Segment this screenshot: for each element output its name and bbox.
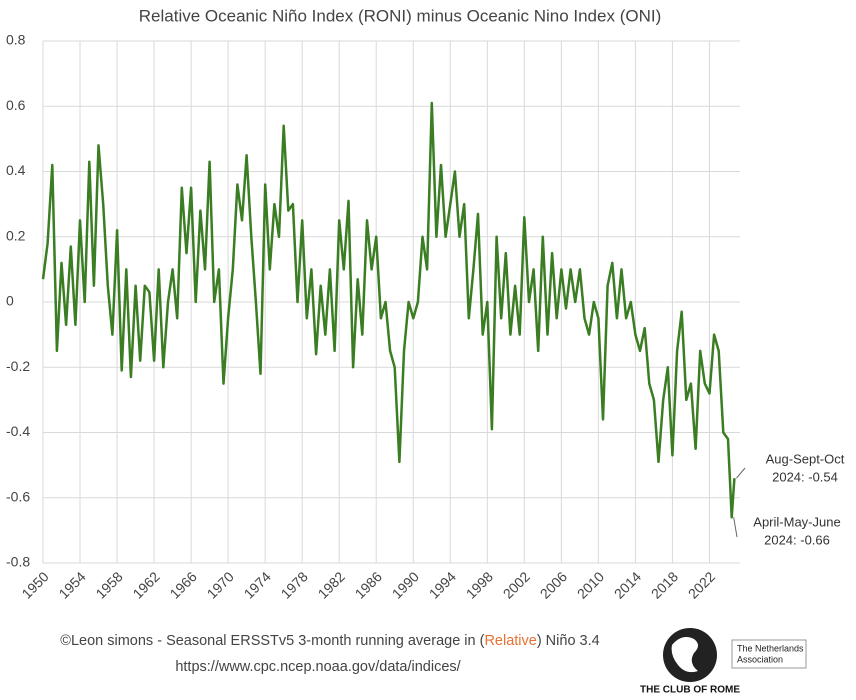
logo-chapter: The Netherlands (737, 643, 804, 653)
y-tick-label: 0.8 (6, 32, 26, 48)
logo-box (731, 639, 807, 669)
logo-chapter: Association (737, 654, 783, 664)
y-tick-label: 0.4 (6, 162, 26, 178)
x-tick-label: 1954 (55, 568, 88, 601)
x-tick-label: 2018 (648, 568, 681, 601)
annotation: 2024: -0.66 (764, 532, 830, 547)
x-tick-label: 2022 (685, 568, 718, 601)
x-tick-label: 2010 (574, 568, 607, 601)
x-tick-label: 1986 (352, 568, 385, 601)
x-tick-label: 1966 (166, 568, 199, 601)
logo-name: THE CLUB OF ROME (640, 685, 740, 696)
x-tick-label: 1974 (241, 568, 274, 601)
annotation: 2024: -0.54 (772, 469, 838, 484)
logo-land (671, 637, 698, 673)
y-tick-label: -0.4 (6, 423, 30, 439)
x-tick-label: 2014 (611, 568, 644, 601)
annotation: April-May-June (753, 514, 840, 529)
y-tick-label: -0.2 (6, 358, 30, 374)
annotation-leader (736, 467, 746, 479)
y-tick-label: 0.6 (6, 97, 26, 113)
credit-part: ©Leon simons - Seasonal ERSSTv5 3-month … (60, 633, 484, 649)
credit-part: Relative (484, 633, 536, 649)
credit-part: ) Niño 3.4 (537, 633, 600, 649)
footer-url: https://www.cpc.ncep.noaa.gov/data/indic… (175, 659, 461, 675)
y-tick-label: -0.6 (6, 488, 30, 504)
footer-credit: ©Leon simons - Seasonal ERSSTv5 3-month … (60, 633, 599, 649)
x-tick-label: 1958 (92, 568, 125, 601)
x-tick-label: 1950 (18, 568, 51, 601)
x-tick-label: 2006 (537, 568, 570, 601)
x-tick-label: 1998 (463, 568, 496, 601)
y-tick-label: 0 (6, 293, 14, 309)
x-tick-label: 2002 (500, 568, 533, 601)
x-tick-label: 1978 (278, 568, 311, 601)
x-tick-label: 1994 (426, 568, 459, 601)
logo: THE CLUB OF ROME The Netherlands Associa… (640, 628, 807, 696)
x-tick-label: 1982 (315, 568, 348, 601)
annotation: Aug-Sept-Oct (766, 451, 845, 466)
x-tick-label: 1970 (204, 568, 237, 601)
chart-title: Relative Oceanic Niño Index (RONI) minus… (139, 6, 661, 25)
y-tick-label: -0.8 (6, 554, 30, 570)
x-tick-label: 1962 (129, 568, 162, 601)
annotation-leader (733, 517, 738, 538)
y-tick-label: 0.2 (6, 227, 26, 243)
series-line (41, 101, 736, 519)
x-tick-label: 1990 (389, 568, 422, 601)
